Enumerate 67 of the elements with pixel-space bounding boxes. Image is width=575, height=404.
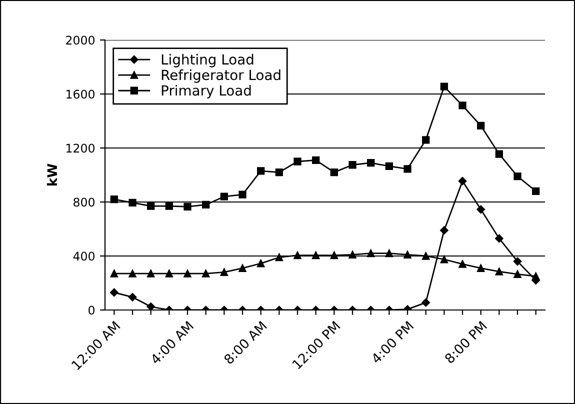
point (422, 298, 430, 307)
point (330, 168, 338, 176)
point (458, 102, 466, 110)
point (330, 252, 338, 260)
point (477, 264, 485, 272)
point (458, 176, 467, 186)
point (532, 272, 540, 280)
point (513, 257, 522, 266)
point (294, 158, 302, 166)
y-tick-label: 1200 (66, 144, 94, 153)
point (312, 252, 320, 260)
point (147, 202, 155, 210)
point (146, 302, 155, 310)
point (385, 162, 393, 170)
legend-label: Lighting Load (162, 54, 254, 68)
point (165, 202, 173, 210)
point (202, 200, 210, 209)
point (128, 293, 137, 302)
point (220, 268, 228, 276)
point (110, 270, 118, 278)
point (275, 254, 283, 262)
point (165, 270, 173, 278)
point (348, 161, 356, 169)
point (312, 156, 320, 164)
point (147, 270, 155, 278)
point (128, 198, 136, 206)
point (440, 82, 448, 90)
point (514, 270, 522, 278)
point (275, 168, 283, 176)
point (238, 190, 246, 198)
point (184, 202, 192, 211)
point (458, 260, 466, 268)
y-tick-label: 1600 (66, 90, 94, 99)
point (422, 252, 430, 260)
point (477, 122, 485, 130)
point (404, 250, 412, 258)
point (220, 192, 228, 200)
point (476, 205, 485, 214)
y-tick-label: 0 (88, 306, 94, 315)
point (128, 270, 136, 278)
legend-label: Primary Load (162, 84, 251, 98)
y-tick-label: 400 (73, 252, 94, 261)
point (495, 234, 504, 243)
point (532, 187, 540, 196)
point (367, 159, 375, 167)
y-axis-title: kW (46, 164, 57, 186)
point (257, 167, 265, 175)
legend-label: Refrigerator Load (162, 69, 280, 83)
point (385, 249, 393, 258)
point (238, 264, 246, 272)
point (202, 270, 210, 278)
point (495, 268, 503, 276)
point (294, 252, 302, 260)
y-tick-label: 800 (74, 198, 94, 207)
point (440, 256, 448, 264)
point (110, 288, 118, 297)
point (495, 150, 503, 158)
point (348, 250, 356, 258)
point (422, 136, 430, 144)
point (514, 172, 522, 180)
point (367, 249, 375, 258)
point (184, 270, 192, 278)
point (404, 165, 412, 173)
point (440, 226, 448, 234)
point (257, 260, 265, 268)
point (110, 195, 118, 204)
y-tick-label: 2000 (66, 36, 94, 45)
